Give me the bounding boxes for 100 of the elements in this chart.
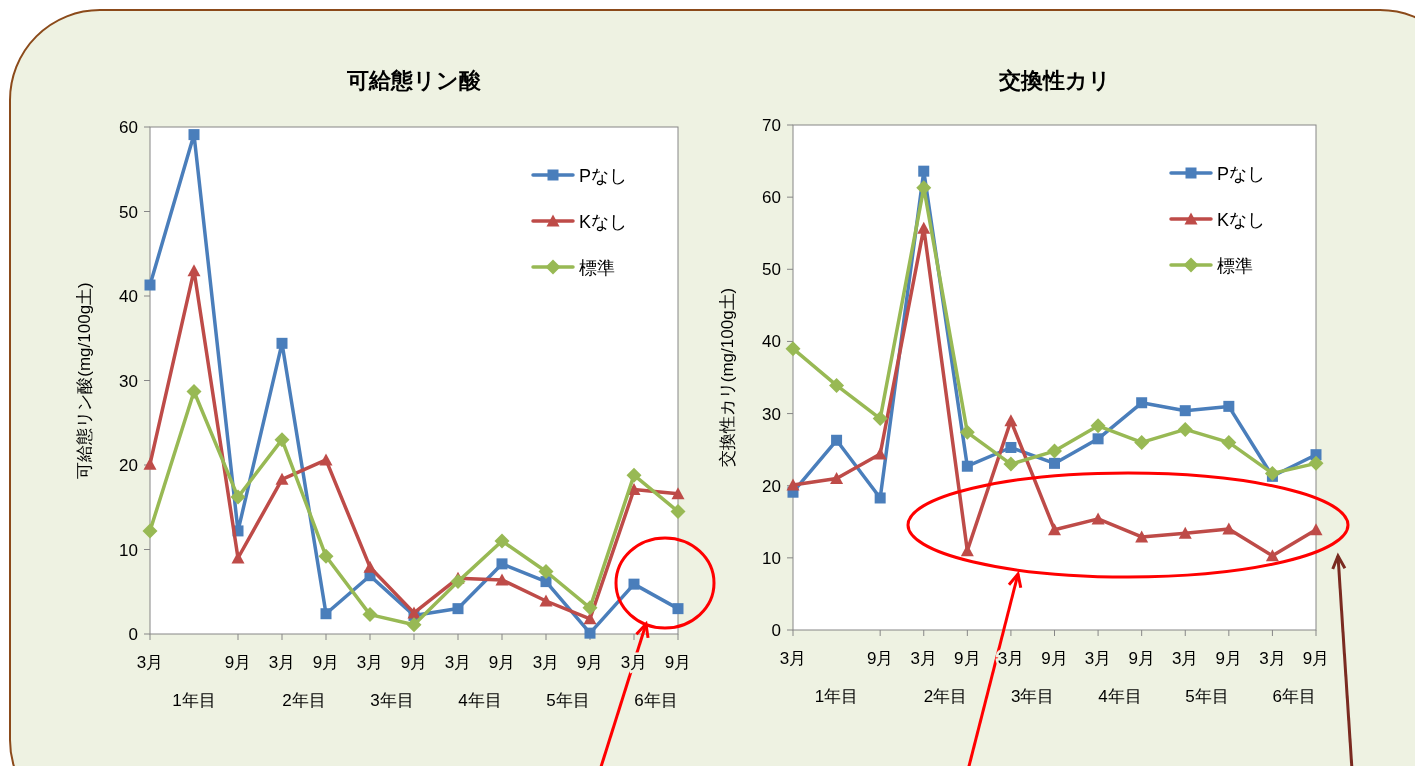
text: 6年目	[634, 691, 678, 710]
y-tick-label: 10	[119, 540, 138, 560]
legend-label: Kなし	[1217, 210, 1266, 230]
text: 4年目	[1098, 687, 1142, 706]
point	[1092, 433, 1104, 445]
x-tick-label: 3月	[1084, 649, 1112, 668]
point	[583, 612, 597, 625]
point	[918, 165, 930, 177]
x-tick-label: 9月	[312, 653, 340, 672]
x-tick-label: 3月	[444, 653, 472, 672]
x-tick-label: 9月	[1041, 649, 1068, 668]
y-tick-label: 30	[762, 404, 781, 424]
y-axis-title: 可給態リン酸(mg/100g土)	[75, 282, 94, 479]
point	[628, 578, 640, 590]
point	[873, 447, 887, 460]
point	[874, 492, 886, 504]
point	[1309, 523, 1323, 536]
x-tick-label: 3月	[910, 649, 937, 668]
x-tick-label: 3月	[268, 653, 296, 672]
y-tick-label: 50	[762, 260, 781, 280]
text: 2年目	[923, 687, 968, 706]
y-tick-label: 40	[762, 332, 781, 352]
y-tick-label: 0	[771, 621, 781, 640]
point	[1223, 400, 1235, 412]
x-tick-label: 3月	[356, 653, 384, 672]
point	[1222, 522, 1236, 535]
point	[540, 576, 552, 588]
point	[1135, 530, 1149, 543]
point	[672, 603, 684, 615]
point	[829, 377, 845, 393]
chart-title: 交換性カリ	[997, 68, 1111, 93]
y-tick-label: 20	[119, 456, 138, 475]
chart-title: 可給態リン酸	[346, 68, 482, 93]
point	[187, 264, 201, 277]
x-tick-label: 3月	[532, 653, 560, 672]
legend-label: Kなし	[579, 212, 628, 232]
point	[539, 594, 553, 607]
point	[831, 434, 843, 446]
x-tick-label: 9月	[1128, 649, 1155, 668]
point	[230, 489, 246, 505]
text: 6年目	[1272, 687, 1316, 706]
text: 1年目	[814, 687, 859, 706]
text: 3年目	[1010, 687, 1055, 706]
x-tick-label: 3月	[1259, 649, 1286, 668]
x-tick-label: 3月	[1172, 649, 1199, 668]
x-tick-label: 9月	[488, 653, 516, 672]
point	[1004, 414, 1018, 427]
x-tick-label: 9月	[664, 653, 692, 672]
point	[1048, 523, 1061, 536]
point	[582, 600, 598, 616]
point	[142, 523, 158, 539]
point	[671, 487, 685, 500]
point	[496, 558, 508, 570]
x-tick-label: 3月	[136, 653, 164, 672]
point	[231, 551, 245, 564]
point	[917, 221, 931, 234]
point	[538, 563, 554, 579]
point	[319, 453, 333, 466]
point	[1221, 434, 1237, 450]
point	[1177, 421, 1193, 437]
y-tick-label: 30	[119, 371, 138, 391]
point	[362, 607, 378, 623]
point	[494, 533, 510, 549]
legend-label: 標準	[579, 258, 615, 278]
point	[188, 129, 200, 141]
point	[1134, 434, 1150, 450]
y-tick-label: 0	[128, 625, 138, 644]
point	[1091, 512, 1105, 525]
y-tick-label: 70	[762, 116, 781, 135]
point	[1049, 457, 1060, 469]
point	[1178, 526, 1192, 539]
point	[786, 478, 800, 491]
text: 4年目	[458, 691, 502, 710]
point	[318, 548, 334, 564]
point	[959, 424, 975, 440]
x-tick-label: 9月	[224, 653, 252, 672]
point	[1179, 405, 1191, 417]
text: 5年目	[1185, 687, 1229, 706]
text: 2年目	[282, 691, 326, 710]
point	[274, 432, 290, 448]
x-tick-label: 9月	[866, 649, 894, 668]
point	[276, 337, 288, 349]
point	[785, 341, 801, 357]
point	[450, 574, 466, 590]
point	[143, 457, 157, 470]
x-tick-label: 9月	[400, 653, 428, 672]
text: 1年目	[172, 691, 216, 710]
text: 3年目	[370, 691, 414, 710]
point	[1090, 418, 1106, 434]
point	[363, 560, 377, 573]
y-tick-label: 40	[119, 287, 138, 306]
point	[1136, 397, 1148, 409]
point	[626, 467, 642, 483]
y-tick-label: 60	[119, 118, 138, 137]
y-tick-label: 50	[119, 202, 138, 222]
point	[961, 460, 973, 472]
legend-label: 標準	[1217, 256, 1253, 276]
point	[1003, 456, 1019, 472]
point	[186, 383, 202, 399]
x-tick-label: 9月	[1215, 649, 1243, 668]
